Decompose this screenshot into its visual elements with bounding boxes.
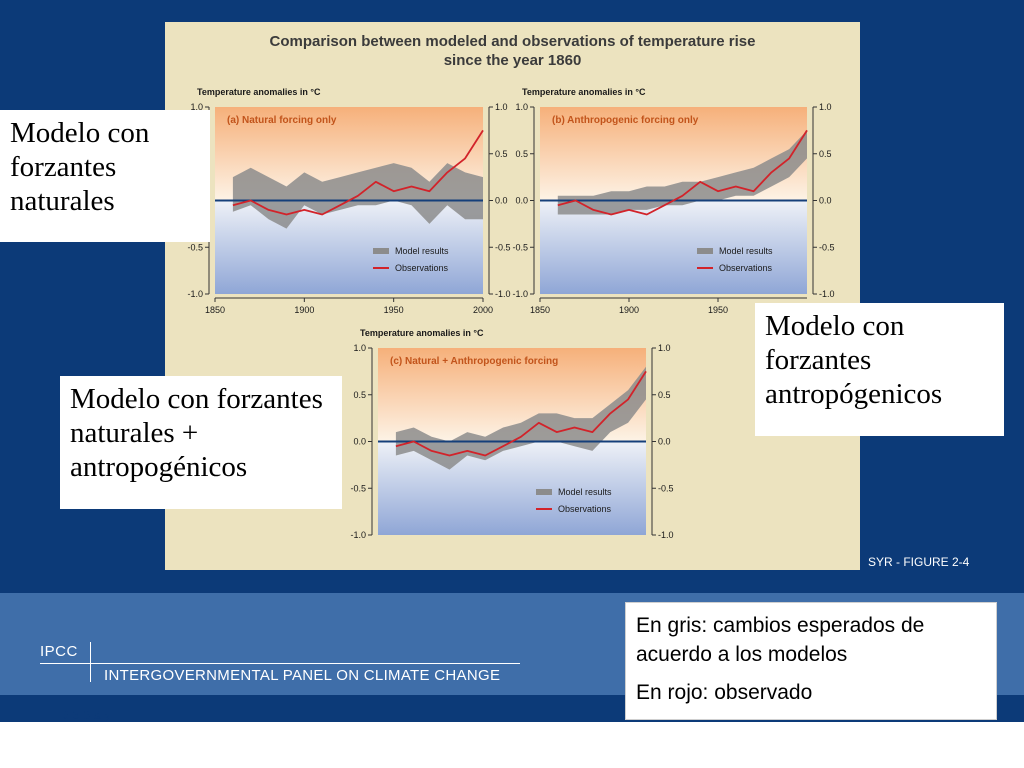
charts-svg: Temperature anomalies in °C (a) Natural f… [187, 87, 834, 540]
y-tick-label-right: 0.5 [495, 149, 508, 159]
chart-3: Temperature anomalies in °C (c) Natural +… [350, 328, 673, 540]
y-tick-label-left: -1.0 [187, 289, 203, 299]
y-tick-label-left: -0.5 [187, 242, 203, 252]
y-tick-label-left: -0.5 [512, 242, 528, 252]
y-tick-label-left: 1.0 [353, 343, 366, 353]
y-tick-label-right: -1.0 [495, 289, 511, 299]
y-tick-label-left: -1.0 [350, 530, 366, 540]
footer-date: 6-3-3 & y [62, 708, 111, 722]
legend-label-observations: Observations [395, 263, 449, 273]
y-tick-label-right: 1.0 [819, 102, 832, 112]
x-tick-label: 1950 [708, 305, 728, 315]
model-results-band [557, 130, 807, 215]
org-full-name: INTERGOVERNMENTAL PANEL ON CLIMATE CHANG… [104, 667, 501, 684]
y-tick-label-right: 0.0 [495, 196, 508, 206]
figure-title-line1: Comparison between modeled and observati… [269, 33, 756, 50]
y-tick-label-left: 0.5 [353, 390, 366, 400]
legend-note-gray: En gris: cambios esperados de acuerdo a … [636, 614, 925, 666]
y-tick-label-left: 0.0 [353, 437, 366, 447]
observations-line [232, 129, 484, 216]
chart-2: Temperature anomalies in °C (b) Anthropog… [512, 87, 834, 315]
model-results-band [395, 366, 646, 470]
y-tick-label-right: -0.5 [495, 242, 511, 252]
y-tick-label-left: 0.5 [515, 149, 528, 159]
figure-title: Comparison between modeled and observati… [165, 32, 860, 70]
legend-swatch-model [697, 248, 713, 254]
y-tick-label-right: -0.5 [658, 483, 674, 493]
y-tick-label-right: 0.5 [658, 390, 671, 400]
y-tick-label-right: 1.0 [495, 102, 508, 112]
chart-cool-area [378, 441, 646, 535]
y-tick-label-left: -0.5 [350, 483, 366, 493]
x-tick-label: 1850 [530, 305, 550, 315]
chart-title: (a) Natural forcing only [227, 115, 337, 126]
y-tick-label-right: -1.0 [819, 289, 835, 299]
figure-title-line2: since the year 1860 [443, 52, 582, 69]
legend-label-model: Model results [558, 487, 612, 497]
y-tick-label-right: 0.5 [819, 149, 832, 159]
ipcc-logo: IPCC [40, 643, 78, 660]
chart-1: Temperature anomalies in °C (a) Natural f… [187, 87, 510, 315]
logo-divider-horizontal [40, 663, 520, 664]
y-tick-label-right: 1.0 [658, 343, 671, 353]
y-tick-label-right: -0.5 [819, 242, 835, 252]
y-tick-label-left: -1.0 [512, 289, 528, 299]
y-tick-label-left: 1.0 [190, 102, 203, 112]
y-tick-label-left: 1.0 [515, 102, 528, 112]
x-tick-label: 2000 [473, 305, 493, 315]
x-tick-label: 1900 [294, 305, 314, 315]
legend-label-model: Model results [719, 246, 773, 256]
figure-panel: Comparison between modeled and observati… [165, 22, 860, 570]
x-tick-label: 1900 [619, 305, 639, 315]
y-axis-label: Temperature anomalies in °C [197, 87, 321, 97]
logo-divider-vertical [90, 642, 91, 682]
legend-label-observations: Observations [719, 263, 773, 273]
observations-line [395, 370, 647, 457]
y-tick-label-right: -1.0 [658, 530, 674, 540]
figure-label: SYR - FIGURE 2-4 [868, 555, 970, 569]
legend-label-observations: Observations [558, 504, 612, 514]
chart-title: (b) Anthropogenic forcing only [552, 115, 699, 126]
annotation-natural: Modelo con forzantes naturales [0, 110, 210, 242]
y-tick-label-right: 0.0 [658, 437, 671, 447]
annotation-anthropogenic: Modelo con forzantes antropógenicos [755, 303, 1004, 436]
y-axis-label: Temperature anomalies in °C [360, 328, 484, 338]
legend-note-red: En rojo: observado [636, 681, 813, 704]
chart-cool-area [215, 200, 483, 294]
chart-cool-area [540, 200, 807, 294]
y-tick-label-right: 0.0 [819, 196, 832, 206]
legend-swatch-model [373, 248, 389, 254]
x-tick-label: 1850 [205, 305, 225, 315]
chart-title: (c) Natural + Anthropogenic forcing [390, 356, 558, 367]
legend-swatch-model [536, 489, 552, 495]
observations-line [557, 129, 808, 216]
legend-label-model: Model results [395, 246, 449, 256]
x-tick-label: 1950 [384, 305, 404, 315]
color-legend-note: En gris: cambios esperados de acuerdo a … [625, 602, 997, 720]
annotation-combined: Modelo con forzantes naturales + antropo… [60, 376, 342, 509]
y-tick-label-left: 0.0 [515, 196, 528, 206]
y-axis-label: Temperature anomalies in °C [522, 87, 646, 97]
